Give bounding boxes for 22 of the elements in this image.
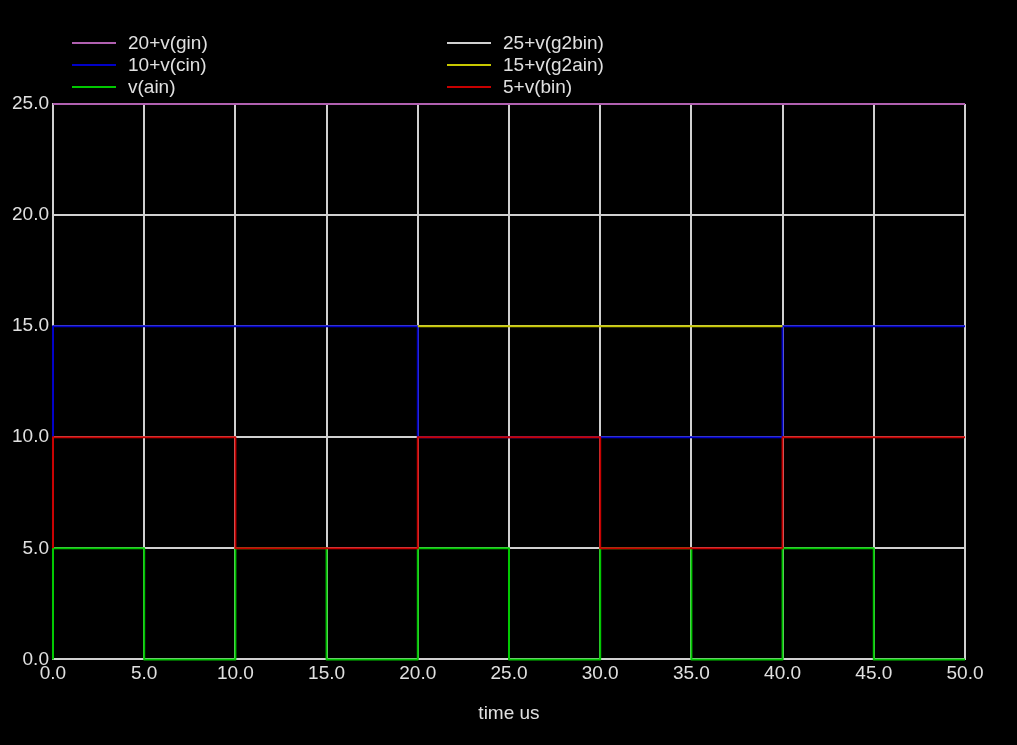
x-axis-title: time us — [478, 701, 540, 723]
y-tick-label: 5.0 — [22, 536, 49, 558]
y-tick-label: 20.0 — [12, 203, 49, 225]
x-tick-label: 10.0 — [216, 662, 254, 684]
legend-label: 10+v(cin) — [128, 54, 207, 76]
legend-label: 20+v(gin) — [128, 32, 208, 54]
x-tick-label: 30.0 — [581, 662, 619, 684]
y-tick-label: 10.0 — [12, 425, 49, 447]
legend-label: 5+v(bin) — [503, 76, 573, 98]
x-tick-label: 20.0 — [399, 662, 437, 684]
legend-label: 25+v(g2bin) — [503, 32, 604, 54]
x-tick-label: 35.0 — [672, 662, 710, 684]
legend-label: 15+v(g2ain) — [503, 54, 604, 76]
x-tick-label: 50.0 — [946, 662, 984, 684]
legend-label: v(ain) — [128, 76, 176, 98]
y-tick-label: 25.0 — [12, 92, 49, 114]
x-tick-label: 40.0 — [764, 662, 802, 684]
x-tick-label: 5.0 — [130, 662, 158, 684]
y-tick-label: 15.0 — [12, 314, 49, 336]
x-tick-label: 45.0 — [855, 662, 893, 684]
x-tick-label: 15.0 — [308, 662, 346, 684]
x-tick-label: 25.0 — [490, 662, 528, 684]
